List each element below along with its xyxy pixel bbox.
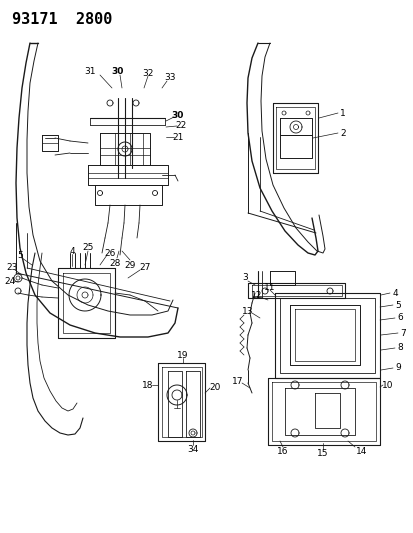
Text: 17: 17 xyxy=(232,376,243,385)
Text: 34: 34 xyxy=(187,445,198,454)
Text: 6: 6 xyxy=(396,313,402,322)
Text: 5: 5 xyxy=(394,301,400,310)
Text: 25: 25 xyxy=(82,244,93,253)
Text: 24: 24 xyxy=(5,277,16,286)
Text: 4: 4 xyxy=(69,246,75,255)
Text: 23: 23 xyxy=(6,263,18,272)
Text: 2: 2 xyxy=(339,128,345,138)
Text: 5: 5 xyxy=(17,251,23,260)
Text: 93171  2800: 93171 2800 xyxy=(12,12,112,27)
Text: 10: 10 xyxy=(381,381,393,390)
Text: 27: 27 xyxy=(139,263,150,272)
Text: 29: 29 xyxy=(124,261,135,270)
Text: 32: 32 xyxy=(142,69,153,77)
Text: 18: 18 xyxy=(142,381,153,390)
Text: 20: 20 xyxy=(209,384,220,392)
Text: 8: 8 xyxy=(396,343,402,352)
Text: 3: 3 xyxy=(242,273,247,282)
Text: 31: 31 xyxy=(84,67,95,76)
Text: 28: 28 xyxy=(109,259,121,268)
Text: 22: 22 xyxy=(175,120,186,130)
Text: 1: 1 xyxy=(339,109,345,117)
Text: 30: 30 xyxy=(171,110,184,119)
Text: 30: 30 xyxy=(112,67,124,76)
Text: 9: 9 xyxy=(394,364,400,373)
Text: 16: 16 xyxy=(277,447,288,456)
Text: 14: 14 xyxy=(356,447,367,456)
Text: 33: 33 xyxy=(164,74,176,83)
Text: 12: 12 xyxy=(251,290,262,300)
Text: 11: 11 xyxy=(263,282,275,292)
Text: 15: 15 xyxy=(316,448,328,457)
Text: 21: 21 xyxy=(172,133,183,141)
Text: 26: 26 xyxy=(104,248,115,257)
Text: 4: 4 xyxy=(391,288,397,297)
Text: 7: 7 xyxy=(399,328,405,337)
Text: 19: 19 xyxy=(177,351,188,359)
Text: 13: 13 xyxy=(242,306,253,316)
